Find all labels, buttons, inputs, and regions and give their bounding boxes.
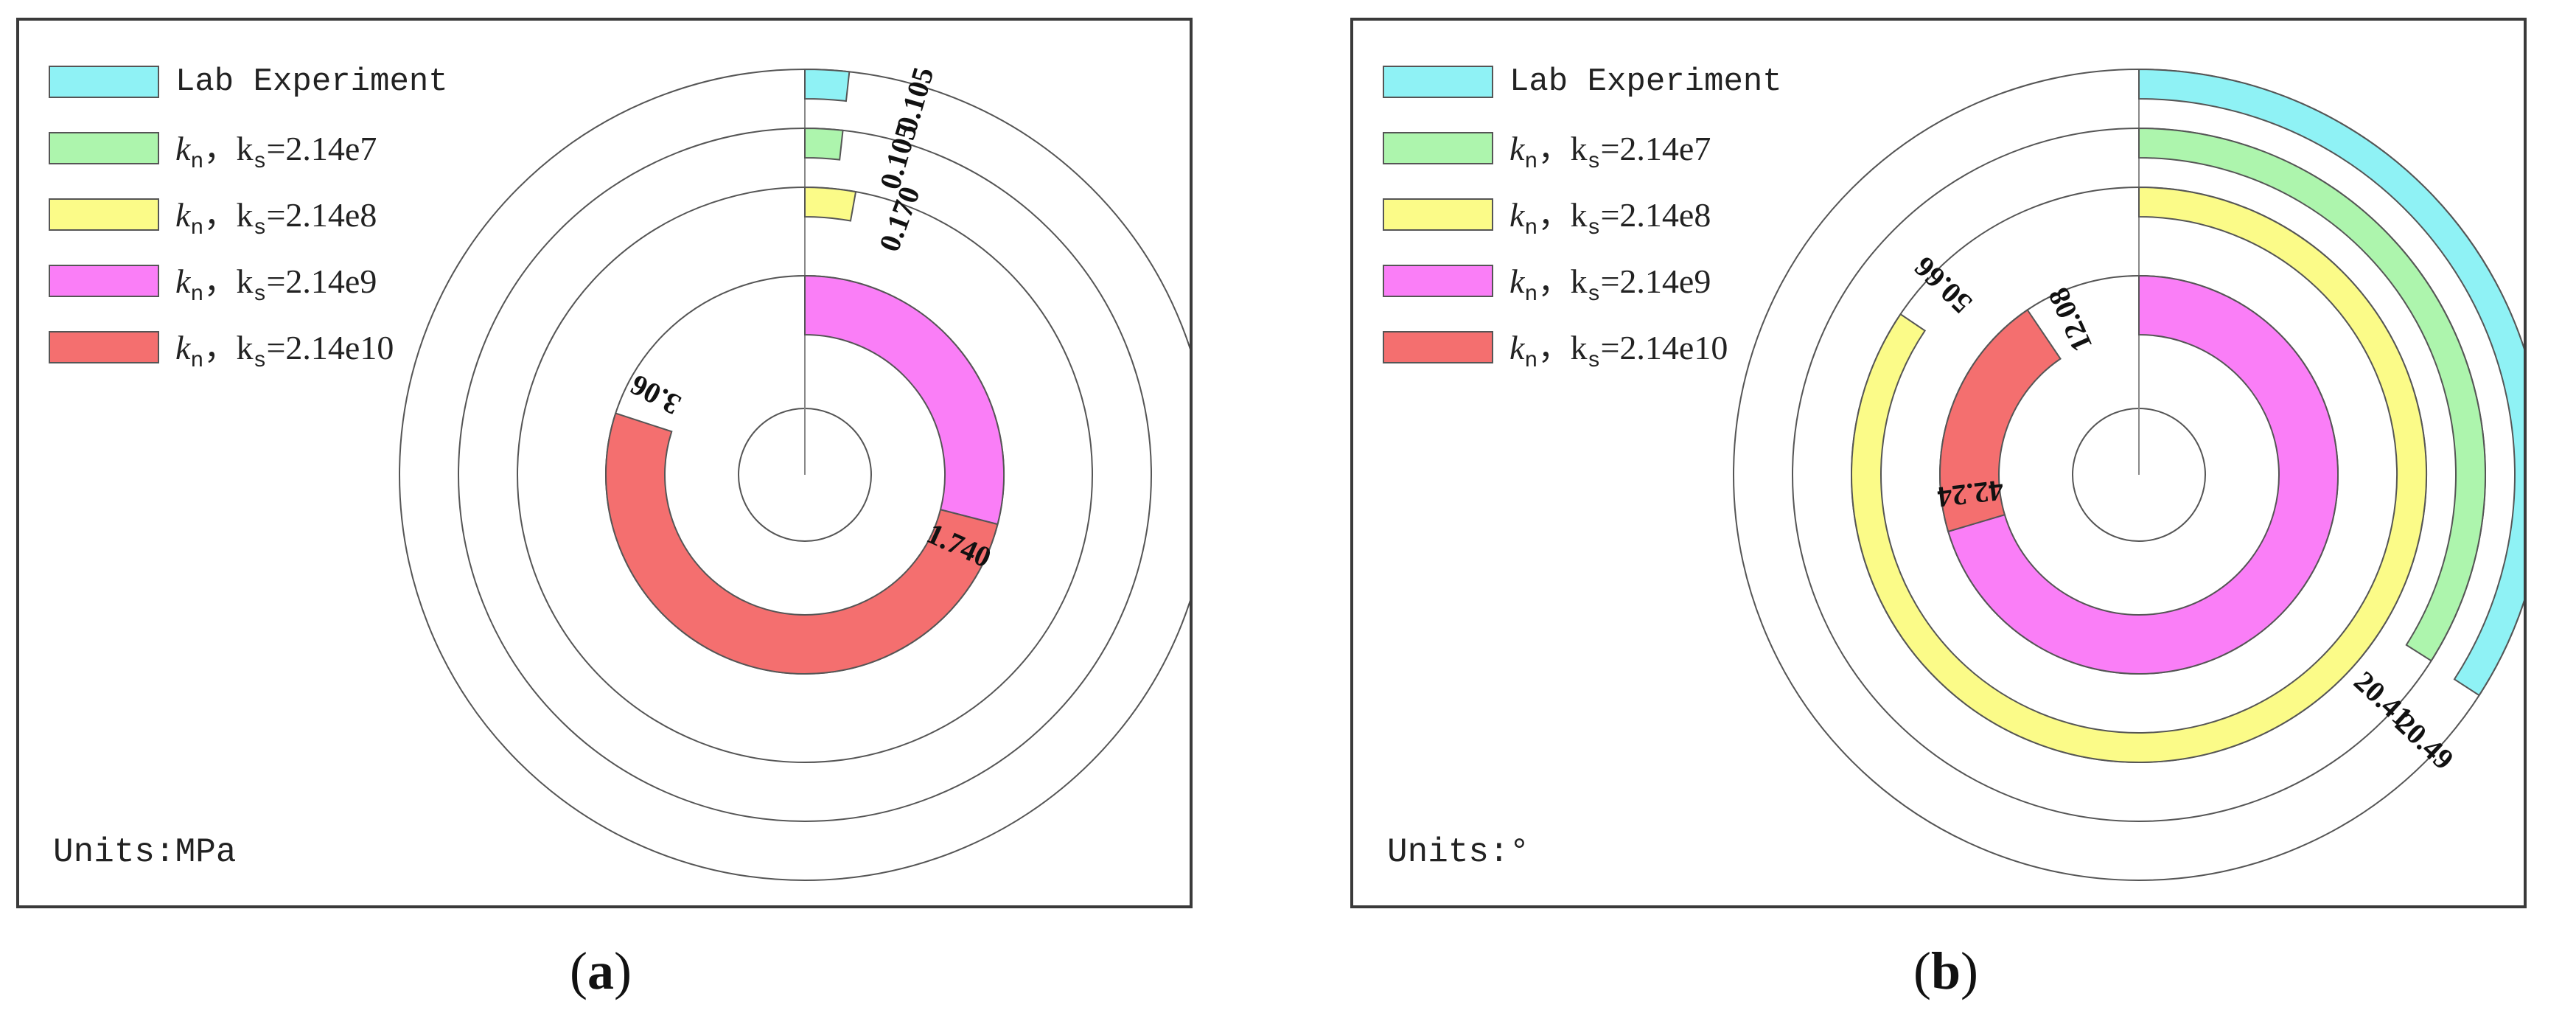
legend-swatch [1383,198,1493,231]
bar-5 [1939,308,2062,533]
data-label-2: 0.105 [873,120,924,193]
legend-item-ks-2e8: kn，ks=2.14e8 [1383,181,1782,248]
caption-a: (a) [570,941,632,1000]
legend-label: kn，ks=2.14e10 [175,328,394,374]
legend-item-ks-2e7: kn，ks=2.14e7 [49,115,448,181]
legend-item-lab: Lab Experiment [1383,49,1782,115]
legend-swatch [1383,265,1493,297]
legend-item-lab: Lab Experiment [49,49,448,115]
bar-4 [804,274,1005,526]
chart-panel-a: 0.105 0.105 0.170 1.740 3.06 Lab Experiment … [16,18,1193,908]
legend-item-ks-2e10: kn，ks=2.14e10 [49,314,448,380]
bar-3 [1851,186,2427,763]
bar-4 [1947,274,2339,675]
legend-label: kn，ks=2.14e8 [1509,195,1711,241]
legend-item-ks-2e8: kn，ks=2.14e8 [49,181,448,248]
legend-label: Lab Experiment [1509,63,1782,100]
units-label-b: Units:° [1387,833,1530,871]
bar-1 [2138,68,2524,697]
legend-label: kn，ks=2.14e7 [1509,129,1711,175]
legend-item-ks-2e9: kn，ks=2.14e9 [49,248,448,314]
legend-swatch [49,265,159,297]
bars-a [605,68,1005,675]
data-label-3: 0.170 [873,182,926,256]
data-label-3: 50.66 [1907,250,1978,320]
chart-panel-b: 20.49 20.41 50.66 42.24 12.08 Lab Experiment… [1350,18,2527,908]
data-label-4: 42.24 [1936,473,2006,514]
legend-item-ks-2e9: kn，ks=2.14e9 [1383,248,1782,314]
legend-swatch [49,132,159,164]
legend-a: Lab Experiment kn，ks=2.14e7 kn，ks=2.14e8… [49,49,448,380]
units-label-a: Units:MPa [53,833,237,871]
legend-swatch [1383,132,1493,164]
bar-5 [605,412,999,675]
ring-outlines-a [399,69,1190,881]
legend-label: kn，ks=2.14e8 [175,195,377,241]
caption-b: (b) [1913,941,1978,1000]
bar-1 [804,68,851,102]
legend-swatch [1383,331,1493,363]
legend-swatch [49,331,159,363]
legend-item-ks-2e7: kn，ks=2.14e7 [1383,115,1782,181]
bar-2 [2138,127,2486,662]
data-label-5: 3.06 [625,368,686,422]
legend-swatch [49,66,159,98]
bar-2 [804,127,844,161]
legend-b: Lab Experiment kn，ks=2.14e7 kn，ks=2.14e8… [1383,49,1782,380]
legend-label: kn，ks=2.14e10 [1509,328,1728,374]
legend-swatch [1383,66,1493,98]
legend-label: Lab Experiment [175,63,448,100]
bars-b [1851,68,2524,763]
legend-swatch [49,198,159,231]
legend-label: kn，ks=2.14e9 [1509,262,1711,307]
legend-label: kn，ks=2.14e7 [175,129,377,175]
legend-label: kn，ks=2.14e9 [175,262,377,307]
legend-item-ks-2e10: kn，ks=2.14e10 [1383,314,1782,380]
bar-3 [804,186,857,222]
